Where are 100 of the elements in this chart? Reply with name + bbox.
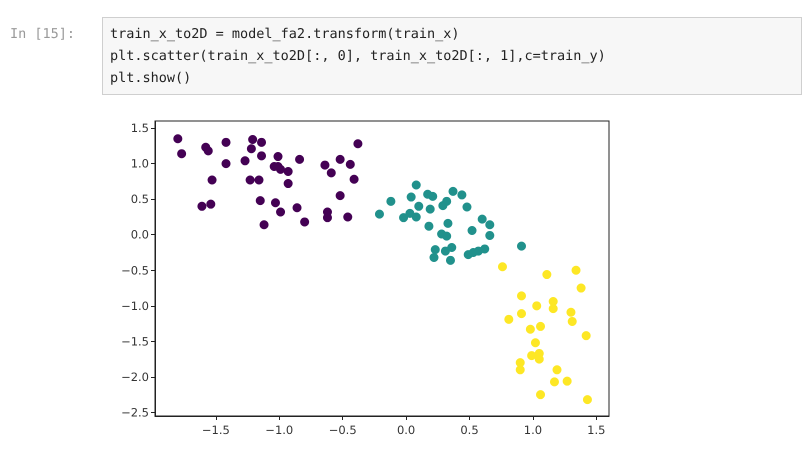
point [284, 166, 293, 176]
point [270, 198, 280, 208]
point [374, 210, 384, 219]
point [568, 316, 577, 326]
point [517, 309, 526, 318]
point [412, 212, 421, 222]
point [353, 139, 362, 148]
point [173, 134, 182, 144]
text: In [15]: [10, 26, 76, 42]
point [276, 207, 286, 216]
y-tick-label: 0.0 [130, 228, 149, 242]
point [498, 262, 507, 272]
point [254, 176, 264, 184]
point [336, 191, 345, 200]
point [536, 390, 546, 400]
point [526, 324, 535, 334]
point [572, 266, 581, 275]
y-tick-label: −0.5 [121, 263, 149, 278]
point [248, 134, 258, 144]
x-tick-label: 1.0 [524, 423, 542, 437]
point [246, 144, 256, 154]
point [468, 226, 477, 235]
y-tick-label: −1.0 [121, 298, 149, 313]
point [527, 351, 536, 360]
point [442, 232, 452, 241]
y-tick-label: −1.5 [121, 334, 149, 348]
x-tick-label: −0.5 [328, 423, 357, 437]
point [346, 160, 355, 169]
point [424, 222, 434, 231]
y-tick-label: −2.0 [121, 370, 149, 384]
point [485, 220, 494, 230]
point [399, 213, 408, 222]
point [177, 149, 186, 158]
text: plt.show() [110, 70, 192, 86]
point [406, 192, 416, 202]
point [550, 377, 559, 386]
point [222, 138, 231, 147]
point [478, 214, 487, 224]
point [430, 245, 440, 254]
point [256, 196, 265, 206]
point [457, 190, 466, 200]
point [448, 186, 458, 196]
point [582, 331, 591, 340]
point [284, 179, 293, 188]
y-tick-label: 1.5 [130, 121, 149, 136]
text: plt.scatter(train_x_to2D[:, 0], train_x_to2D[:, 1],c=train_y) [110, 48, 606, 64]
point [260, 220, 269, 230]
point [412, 180, 421, 190]
y-tick-label: 0.5 [130, 192, 149, 206]
point [300, 217, 310, 226]
point [257, 151, 266, 160]
point [447, 243, 456, 252]
point [530, 338, 540, 348]
point [206, 200, 216, 209]
point [517, 291, 526, 300]
point [386, 196, 396, 206]
y-tick-label: −2.5 [121, 405, 149, 420]
point [485, 230, 494, 240]
point [414, 202, 424, 211]
point [276, 164, 286, 174]
point [552, 365, 562, 374]
point [576, 284, 586, 293]
point [208, 176, 217, 184]
point [542, 270, 552, 280]
point [446, 256, 455, 265]
point [204, 146, 213, 156]
point [516, 365, 525, 374]
x-tick-label: −1.0 [265, 423, 294, 437]
point [562, 376, 572, 386]
point [257, 138, 266, 147]
point [320, 160, 330, 170]
point [462, 202, 472, 212]
point [480, 244, 490, 254]
point [430, 252, 438, 262]
point [548, 304, 558, 314]
point [350, 174, 359, 184]
x-tick-label: 0.5 [460, 423, 479, 437]
point [343, 212, 352, 222]
point [582, 395, 592, 404]
point [532, 301, 542, 310]
point [566, 308, 576, 317]
point [246, 176, 255, 184]
y-tick-label: 1.0 [130, 156, 149, 171]
point [442, 196, 452, 206]
point [426, 204, 435, 214]
point [197, 202, 206, 211]
point [336, 154, 345, 164]
point [326, 168, 336, 178]
point [517, 242, 526, 251]
point [504, 314, 514, 324]
x-tick-label: 1.5 [587, 423, 606, 437]
point [292, 203, 302, 212]
point [443, 218, 452, 228]
point [240, 156, 250, 166]
point [274, 152, 283, 162]
x-tick-label: 0.0 [396, 423, 416, 437]
x-tick-label: −1.5 [202, 423, 230, 437]
point [428, 192, 438, 201]
point [295, 154, 304, 164]
point [536, 322, 546, 331]
